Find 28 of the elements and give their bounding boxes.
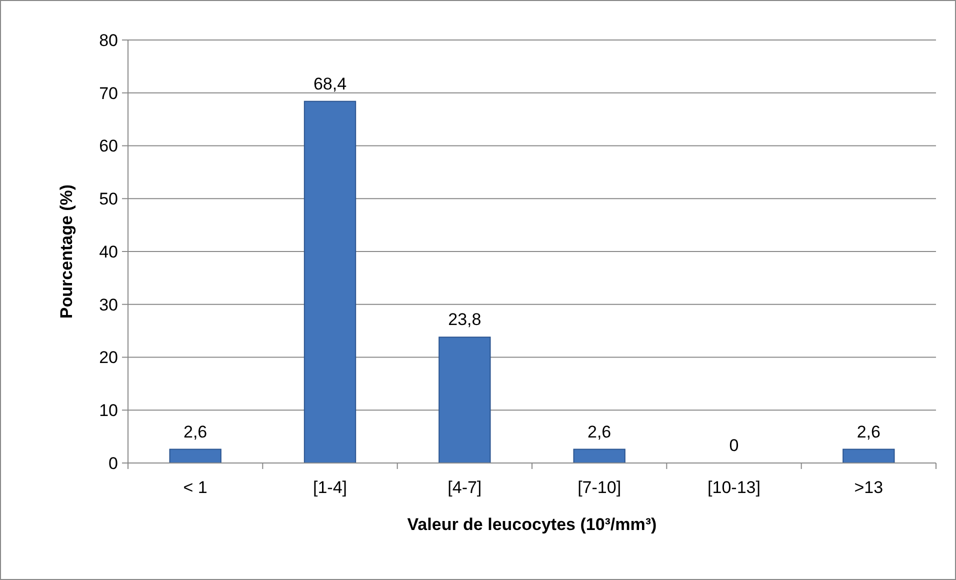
bar [842,448,895,464]
x-axis-title: Valeur de leucocytes (10³/mm³) [407,515,657,534]
y-tick-label: 80 [99,30,118,50]
x-tick-label: >13 [854,478,884,497]
x-tick-label: [7-10] [578,478,622,497]
x-tick-label: [4-7] [448,478,482,497]
y-axis-title: Pourcentage (%) [57,184,76,319]
y-tick-label: 30 [99,295,118,314]
bar [573,448,626,464]
data-label: 2,6 [856,422,880,442]
y-tick-label: 70 [99,84,118,103]
y-tick-label: 60 [99,136,118,156]
y-tick-label: 0 [108,454,118,473]
data-label: 2,6 [588,422,612,442]
bar [169,448,222,464]
y-tick-label: 50 [99,190,118,209]
data-label: 68,4 [313,74,347,94]
bar [304,100,356,464]
y-tick-label: 10 [99,401,118,420]
data-label: 2,6 [184,422,208,442]
x-tick-label: [1-4] [312,478,348,497]
y-tick-label: 40 [99,242,118,262]
y-tick-label: 20 [99,348,118,368]
data-label: 0 [729,436,739,455]
x-tick-label: [10-13] [708,478,760,497]
x-tick-label: < 1 [183,478,208,497]
bar [438,336,491,464]
data-label: 23,8 [448,310,482,330]
